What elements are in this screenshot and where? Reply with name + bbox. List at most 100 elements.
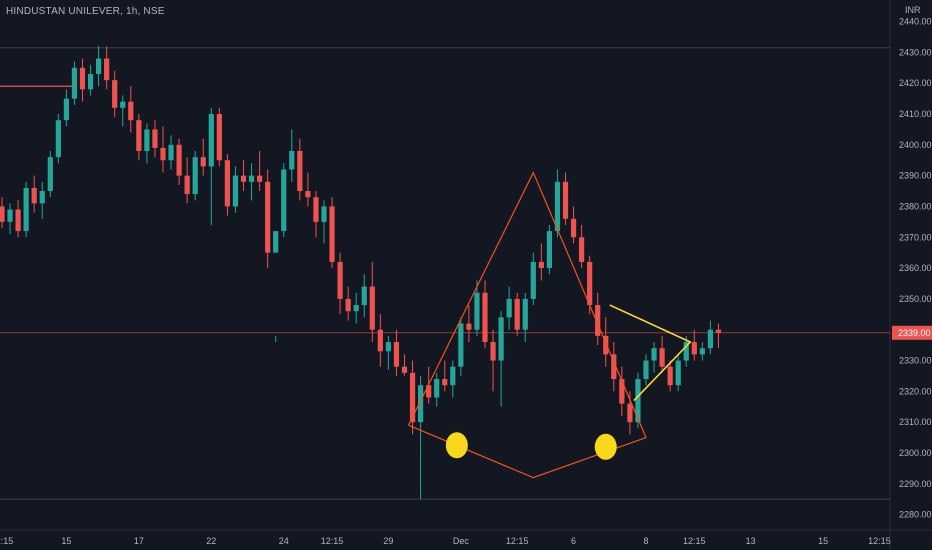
candle-body (466, 323, 472, 330)
candle-body (96, 58, 102, 74)
candle-body (329, 206, 335, 262)
currency-label: INR (905, 5, 921, 15)
candle-body (144, 129, 150, 151)
candle-body (160, 147, 166, 161)
y-tick-label: 2400.00 (899, 140, 932, 150)
y-tick-label: 2430.00 (899, 47, 932, 57)
candle-body (715, 329, 722, 333)
candle-body (176, 144, 182, 176)
candle-body (31, 187, 37, 204)
candle-body (377, 329, 383, 352)
candle-body (474, 292, 480, 330)
candle-body (136, 120, 142, 151)
candle-body (675, 360, 681, 386)
y-tick-label: 2310.00 (899, 417, 932, 427)
candle-body (611, 354, 617, 380)
candle-body (71, 67, 78, 99)
candle-body (579, 237, 585, 262)
last-price-badge (892, 325, 932, 340)
x-tick-label: Dec (453, 536, 470, 546)
candle-body (538, 261, 544, 269)
candle-body (635, 379, 641, 423)
candle-body (707, 329, 713, 349)
candle-body (409, 372, 416, 423)
y-tick-label: 2290.00 (899, 479, 932, 489)
candle-body (353, 305, 359, 312)
x-tick-label: 6 (571, 536, 576, 546)
y-tick-label: 2350.00 (899, 294, 932, 304)
y-tick-label: 2370.00 (899, 232, 932, 242)
x-tick-label: 8 (643, 536, 648, 546)
candle-body (265, 181, 271, 253)
candle-body (337, 261, 343, 299)
candle-body (55, 120, 61, 158)
x-tick-label: 12:15 (868, 536, 891, 546)
candle-body (546, 231, 552, 269)
candle-body (603, 335, 609, 355)
candle-body (570, 218, 577, 238)
candle-body (434, 379, 440, 398)
candle-body (273, 231, 279, 253)
candle-body (0, 206, 5, 222)
candle-body (667, 366, 673, 386)
candle-body (426, 385, 432, 398)
y-tick-label: 2330.00 (899, 356, 932, 366)
candle-body (305, 191, 311, 198)
candle-body (224, 160, 230, 207)
x-tick-label: 12:15 (321, 536, 344, 546)
y-tick-label: 2300.00 (899, 448, 932, 458)
highlight-marker (445, 432, 468, 459)
candle-body (530, 261, 536, 299)
x-tick-label: 22 (206, 536, 216, 546)
candle-body (442, 379, 448, 386)
x-tick-label: 29 (383, 536, 393, 546)
candle-body (482, 292, 488, 343)
candle-body (450, 366, 456, 386)
pattern-drawing (407, 171, 647, 479)
candle-body (514, 298, 520, 330)
candle-body (385, 342, 391, 352)
y-tick-label: 2320.00 (899, 386, 932, 396)
x-tick-label: 24 (279, 536, 289, 546)
candle-body (659, 348, 665, 367)
candle-body (240, 175, 247, 182)
candle-body (619, 379, 625, 404)
candle-body (490, 342, 496, 361)
candle-body (200, 157, 206, 167)
y-tick-label: 2440.00 (899, 17, 932, 27)
candle-body (699, 348, 705, 355)
candle-body (39, 191, 45, 204)
y-tick-label: 2410.00 (899, 109, 932, 119)
candle-body (248, 175, 255, 182)
candle-body (651, 348, 657, 361)
x-tick-label: 12:15 (506, 536, 529, 546)
candle-body (393, 342, 400, 367)
y-tick-label: 2280.00 (899, 510, 932, 520)
candle-body (458, 323, 464, 367)
candle-body (216, 114, 222, 161)
candle-body (7, 209, 13, 222)
candle-body (184, 175, 190, 195)
y-tick-label: 2420.00 (899, 78, 932, 88)
candle-body (297, 150, 303, 192)
candle-body (192, 157, 198, 195)
candle-body (232, 175, 239, 207)
x-tick-label: 15 (61, 536, 71, 546)
candle-body (587, 261, 593, 306)
highlight-marker (594, 433, 617, 460)
x-tick-label: 15 (818, 536, 828, 546)
x-tick-label: 17 (134, 536, 144, 546)
candle-body (23, 187, 29, 232)
candle-body (683, 342, 689, 361)
candle-body (257, 175, 263, 182)
candle-body (345, 298, 351, 312)
candle-body (281, 169, 287, 232)
candle-body (361, 286, 367, 306)
y-tick-label: 2390.00 (899, 171, 932, 181)
candle-body (47, 157, 53, 192)
candle-body (15, 209, 21, 232)
candle-body (562, 181, 569, 219)
y-tick-label: 2360.00 (899, 263, 932, 273)
candle-body (168, 144, 174, 161)
